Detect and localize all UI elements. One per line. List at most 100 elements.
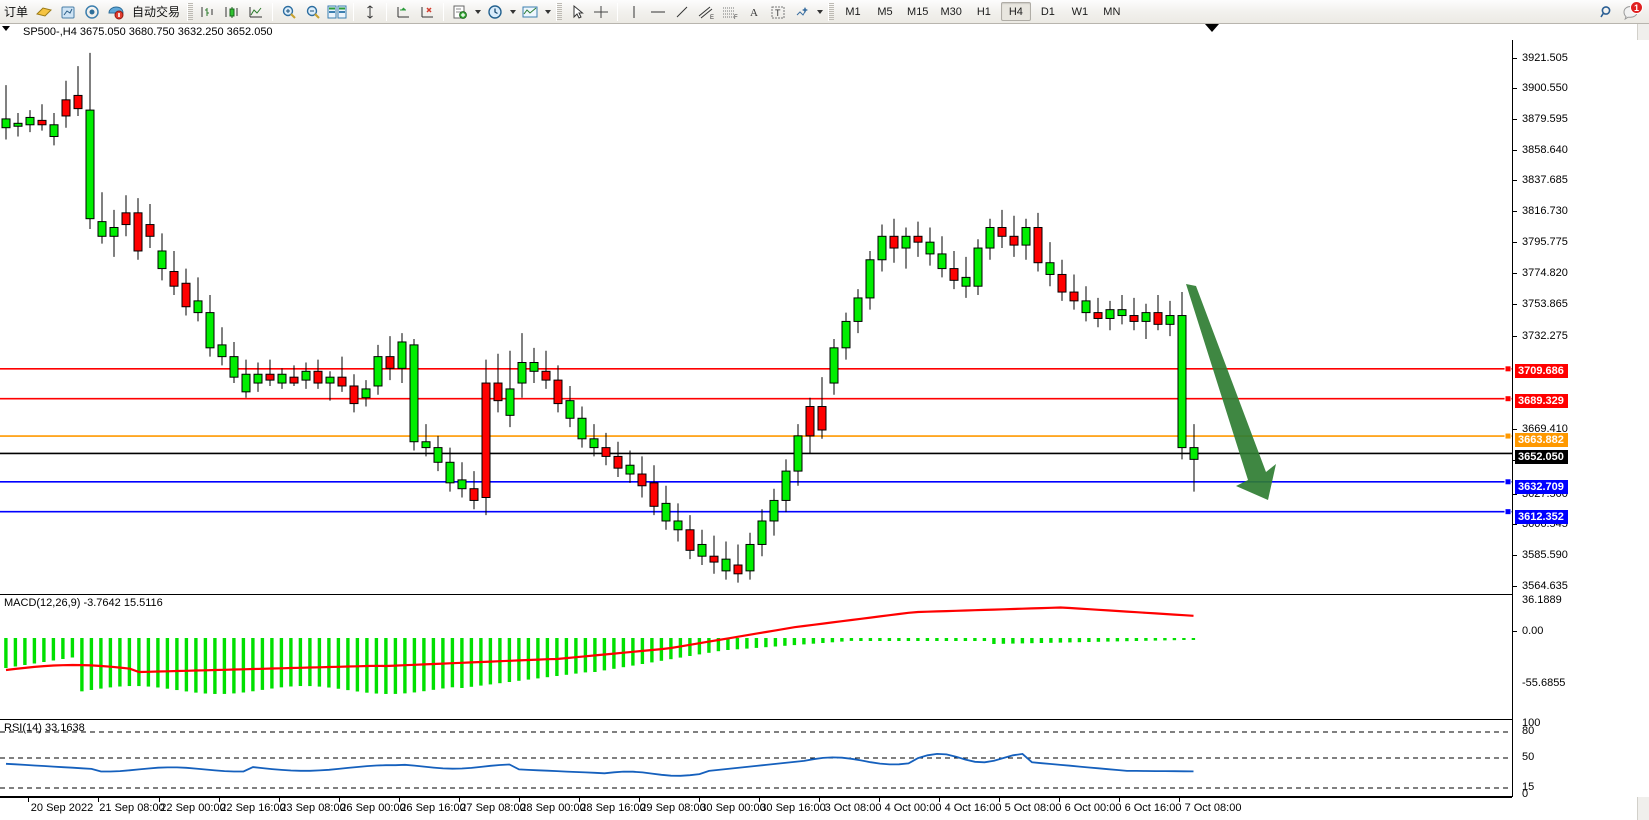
search-icon[interactable] bbox=[1596, 2, 1618, 22]
time-tick bbox=[279, 798, 280, 802]
price-tick-label: 3585.590 bbox=[1522, 549, 1568, 561]
time-tick-label: 7 Oct 08:00 bbox=[1184, 802, 1242, 814]
fibonacci-icon[interactable]: F bbox=[719, 2, 741, 22]
indicators-icon[interactable] bbox=[449, 2, 471, 22]
price-scale[interactable]: 3921.505 3900.550 3879.595 3858.640 3837.685… bbox=[1512, 40, 1649, 800]
rsi-pane[interactable]: RSI(14) 33.1638 bbox=[0, 719, 1512, 797]
toolbar-separator bbox=[272, 2, 274, 21]
text-label-icon[interactable]: T bbox=[767, 2, 789, 22]
tile-windows-icon[interactable] bbox=[326, 2, 348, 22]
price-tick bbox=[1513, 429, 1517, 430]
price-tick bbox=[1513, 586, 1517, 587]
support-level-2-chip[interactable]: 3612.352 bbox=[1515, 510, 1568, 524]
price-tick-label: 3837.685 bbox=[1522, 174, 1568, 186]
time-tick bbox=[879, 798, 880, 802]
timeframe-m1[interactable]: M1 bbox=[845, 5, 861, 18]
time-tick-label: 30 Sep 00:00 bbox=[700, 802, 766, 814]
line-chart-icon[interactable] bbox=[245, 2, 267, 22]
svg-text:A: A bbox=[750, 7, 758, 19]
templates-dropdown-caret[interactable] bbox=[542, 2, 553, 22]
price-tick bbox=[1513, 524, 1517, 525]
chart-shift-icon[interactable] bbox=[416, 2, 438, 22]
time-tick bbox=[459, 798, 460, 802]
bar-chart-icon[interactable] bbox=[197, 2, 219, 22]
time-tick bbox=[999, 798, 1000, 802]
time-tick bbox=[159, 798, 160, 802]
price-tick-label: 3564.635 bbox=[1522, 580, 1568, 592]
price-tick-label: 3669.410 bbox=[1522, 423, 1568, 435]
time-tick-label: 30 Sep 16:00 bbox=[760, 802, 826, 814]
signals-icon[interactable] bbox=[57, 2, 79, 22]
trendline-icon[interactable] bbox=[671, 2, 693, 22]
autoscroll-icon[interactable] bbox=[392, 2, 414, 22]
price-tick-label: 3774.820 bbox=[1522, 267, 1568, 279]
text-icon[interactable]: A bbox=[743, 2, 765, 22]
order-button[interactable]: 订单 bbox=[4, 5, 29, 19]
time-tick-label: 3 Oct 08:00 bbox=[824, 802, 882, 814]
time-tick-label: 26 Sep 16:00 bbox=[400, 802, 466, 814]
resistance-level-2-chip[interactable]: 3689.329 bbox=[1515, 394, 1568, 408]
time-tick-label: 6 Oct 00:00 bbox=[1064, 802, 1122, 814]
autotrading-button[interactable]: 自动交易 bbox=[132, 5, 181, 19]
horizontal-line-icon[interactable] bbox=[647, 2, 669, 22]
support-level-1-chip[interactable]: 3632.709 bbox=[1515, 480, 1568, 494]
time-tick bbox=[399, 798, 400, 802]
indicators-dropdown-caret[interactable] bbox=[472, 2, 483, 22]
price-tick-label: 3879.595 bbox=[1522, 113, 1568, 125]
price-tick bbox=[1513, 273, 1517, 274]
time-tick bbox=[339, 798, 340, 802]
price-tick bbox=[1513, 336, 1517, 337]
chart-scroll-marker[interactable] bbox=[1205, 24, 1219, 32]
chat-icon[interactable]: 1 bbox=[1620, 0, 1643, 22]
time-tick bbox=[759, 798, 760, 802]
macd-pane[interactable]: MACD(12,26,9) -3.7642 15.5116 bbox=[0, 594, 1512, 718]
timeframe-m15[interactable]: M15 bbox=[907, 5, 929, 18]
vertical-line-icon[interactable] bbox=[623, 2, 645, 22]
zoom-in-icon[interactable] bbox=[278, 2, 300, 22]
marketwatch-icon[interactable] bbox=[81, 2, 103, 22]
price-tick-label: 3858.640 bbox=[1522, 144, 1568, 156]
candlestick-chart-icon[interactable] bbox=[221, 2, 243, 22]
price-tick-label: 3753.865 bbox=[1522, 298, 1568, 310]
time-tick-label: 21 Sep 08:00 bbox=[99, 802, 165, 814]
timeframe-h4[interactable]: H4 bbox=[1000, 2, 1031, 21]
timeframe-d1[interactable]: D1 bbox=[1040, 5, 1055, 18]
data-window-icon[interactable] bbox=[359, 2, 381, 22]
pivot-level-chip[interactable]: 3663.882 bbox=[1515, 433, 1568, 447]
last-price-level-chip[interactable]: 3652.050 bbox=[1515, 450, 1568, 464]
toolbar-separator bbox=[386, 2, 388, 21]
cursor-icon[interactable] bbox=[566, 2, 588, 22]
new-order-icon[interactable] bbox=[105, 2, 127, 22]
objects-icon[interactable] bbox=[791, 2, 813, 22]
timeframe-m30[interactable]: M30 bbox=[940, 5, 962, 18]
indicator-tick-label: 50 bbox=[1522, 751, 1535, 763]
period-dropdown-caret[interactable] bbox=[507, 2, 518, 22]
time-tick-label: 5 Oct 08:00 bbox=[1004, 802, 1062, 814]
indicator-tick-label: 80 bbox=[1522, 725, 1535, 737]
time-tick bbox=[579, 798, 580, 802]
rsi-chart bbox=[0, 731, 1512, 789]
price-chart-pane[interactable] bbox=[0, 40, 1512, 593]
period-icon[interactable] bbox=[484, 2, 506, 22]
toolbar-separator bbox=[828, 2, 835, 21]
time-tick-label: 28 Sep 16:00 bbox=[580, 802, 646, 814]
time-tick-label: 28 Sep 00:00 bbox=[520, 802, 586, 814]
cloud-icon[interactable] bbox=[33, 2, 55, 22]
equidistant-channel-icon[interactable]: E bbox=[695, 2, 717, 22]
time-tick-label: 22 Sep 00:00 bbox=[160, 802, 226, 814]
chart-dropdown-caret[interactable] bbox=[2, 26, 10, 31]
price-tick-label: 3816.730 bbox=[1522, 205, 1568, 217]
timeframe-mn[interactable]: MN bbox=[1103, 5, 1121, 18]
objects-dropdown-caret[interactable] bbox=[814, 2, 825, 22]
time-axis: 20 Sep 2022 21 Sep 08:00 22 Sep 00:00 22 Se… bbox=[0, 797, 1512, 820]
resistance-level-1-chip[interactable]: 3709.686 bbox=[1515, 364, 1568, 378]
timeframe-h1[interactable]: H1 bbox=[976, 5, 991, 18]
toolbar-separator bbox=[617, 2, 619, 21]
time-tick bbox=[519, 798, 520, 802]
timeframe-w1[interactable]: W1 bbox=[1071, 5, 1089, 18]
rsi-label: RSI(14) 33.1638 bbox=[4, 722, 85, 734]
zoom-out-icon[interactable] bbox=[302, 2, 324, 22]
timeframe-m5[interactable]: M5 bbox=[877, 5, 893, 18]
crosshair-icon[interactable] bbox=[590, 2, 612, 22]
templates-icon[interactable] bbox=[519, 2, 541, 22]
